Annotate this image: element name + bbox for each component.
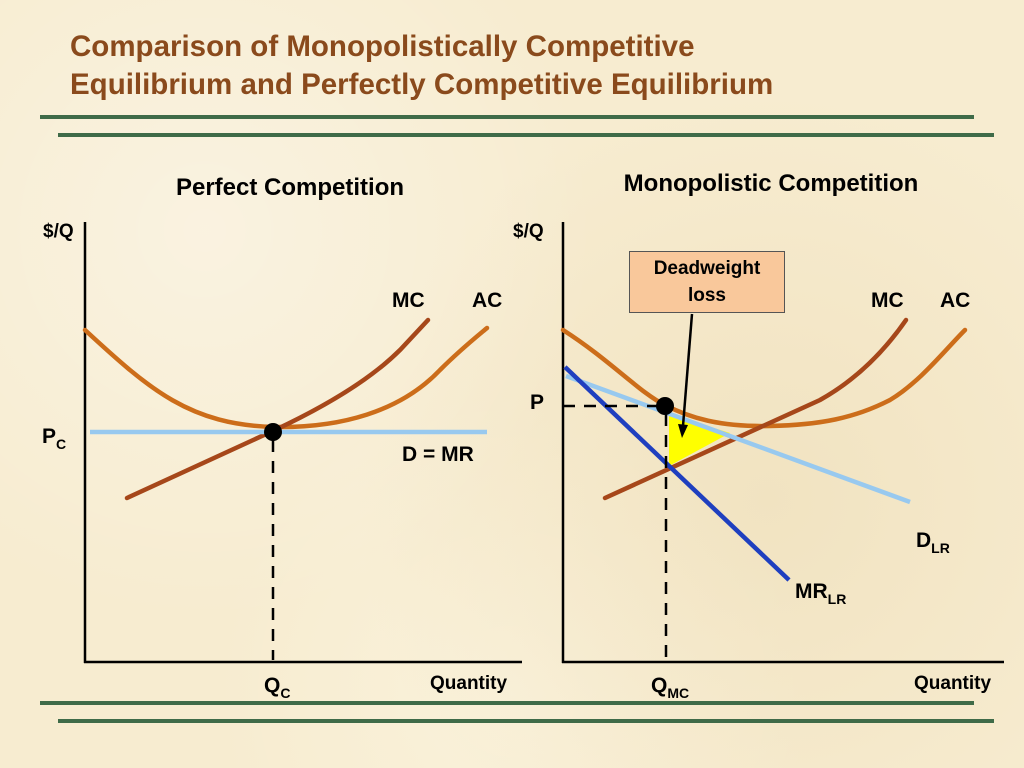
deadweight-loss-callout: Deadweight loss (629, 251, 785, 313)
title-rule-upper (40, 115, 974, 119)
title-rule-lower (58, 133, 994, 137)
monopolistic-demand-lr-line (565, 373, 911, 505)
callout-line-2: loss (687, 285, 727, 306)
perfect-price-letter: P (42, 425, 56, 448)
monopolistic-mr-subscript: LR (828, 591, 847, 607)
monopolistic-mc-curve (602, 317, 909, 501)
monopolistic-demand-subscript: LR (931, 540, 950, 556)
title-line-1: Comparison of Monopolistically Competiti… (70, 30, 695, 63)
monopolistic-x-axis-label: Quantity (914, 673, 991, 694)
monopolistic-competition-panel: Monopolistic Competition $/Q Quantity MC… (513, 170, 1004, 701)
callout-arrow-head (678, 424, 688, 438)
monopolistic-mc-label: MC (871, 289, 904, 312)
slide-title: Comparison of Monopolistically Competiti… (70, 28, 970, 104)
perfect-competition-panel: Perfect Competition $/Q Quantity MC AC D… (42, 174, 522, 701)
perfect-ac-curve (82, 325, 490, 430)
callout-line-1: Deadweight (653, 258, 761, 279)
monopolistic-y-axis-label: $/Q (513, 221, 544, 242)
perfect-panel-title: Perfect Competition (176, 174, 404, 201)
perfect-mc-label: MC (392, 289, 425, 312)
perfect-equilibrium-point (264, 423, 282, 441)
perfect-quantity-letter: Q (264, 674, 280, 697)
perfect-quantity-label: QC (264, 674, 290, 701)
perfect-demand-label: D = MR (402, 443, 474, 466)
perfect-x-axis-label: Quantity (430, 673, 507, 694)
monopolistic-demand-letter: D (916, 529, 931, 552)
monopolistic-mr-letter: MR (795, 580, 828, 603)
monopolistic-mr-lr-line (563, 365, 791, 582)
perfect-price-subscript: C (56, 436, 66, 452)
monopolistic-mr-label: MRLR (795, 580, 846, 607)
monopolistic-quantity-label: QMC (651, 674, 689, 701)
footer-rule-lower (58, 719, 994, 723)
monopolistic-price-label: P (530, 391, 544, 414)
title-line-2: Equilibrium and Perfectly Competitive Eq… (70, 68, 774, 101)
perfect-y-axis-label: $/Q (43, 221, 74, 242)
monopolistic-panel-title: Monopolistic Competition (624, 170, 919, 197)
perfect-quantity-subscript: C (280, 685, 290, 701)
monopolistic-equilibrium-point (656, 397, 674, 415)
monopolistic-demand-label: DLR (916, 529, 950, 556)
callout-arrow-line (681, 313, 694, 427)
monopolistic-ac-label: AC (940, 289, 970, 312)
perfect-price-label: PC (42, 425, 66, 452)
monopolistic-quantity-letter: Q (651, 674, 667, 697)
perfect-mc-curve (124, 317, 431, 501)
monopolistic-ac-curve (560, 327, 968, 429)
perfect-ac-label: AC (472, 289, 502, 312)
monopolistic-quantity-subscript: MC (667, 685, 689, 701)
footer-rule-upper (40, 701, 974, 705)
